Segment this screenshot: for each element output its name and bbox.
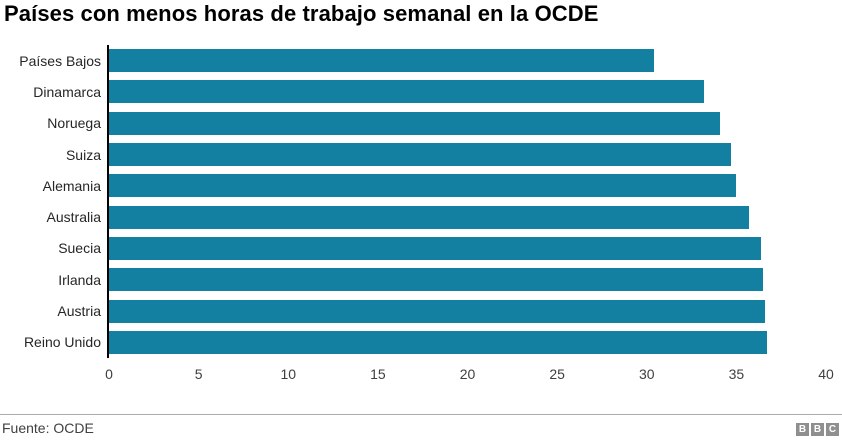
bar-row: Irlanda: [0, 264, 842, 295]
bar: [109, 49, 654, 73]
source-text: Fuente: OCDE: [2, 420, 94, 436]
bar-row: Austria: [0, 295, 842, 326]
bar: [109, 299, 766, 323]
x-tick-label: 20: [459, 366, 476, 382]
bar-track: [109, 330, 826, 354]
bar-track: [109, 49, 826, 73]
bar: [109, 143, 731, 167]
bar-track: [109, 111, 826, 135]
bars-container: Países Bajos Dinamarca Noruega Suiza Alemani…: [0, 45, 842, 358]
category-label: Alemania: [42, 177, 101, 194]
bbc-logo-block: B: [796, 423, 809, 436]
footer-divider: [0, 414, 842, 415]
bar: [109, 174, 737, 198]
bar-track: [109, 268, 826, 292]
x-tick-label: 15: [370, 366, 386, 382]
bar-row: Australia: [0, 201, 842, 232]
x-tick-label: 5: [194, 366, 203, 382]
x-tick-label: 10: [280, 366, 297, 382]
bbc-logo-block: B: [811, 423, 824, 436]
bar: [109, 268, 764, 292]
x-tick-label: 30: [638, 366, 655, 382]
category-label: Reino Unido: [23, 334, 101, 351]
bar: [109, 80, 705, 104]
chart-title: Países con menos horas de trabajo semana…: [4, 1, 599, 26]
x-axis-ticks: 0 5 10 15 20 25 30 35 40: [105, 366, 834, 384]
bar-track: [109, 174, 826, 198]
bar-row: Alemania: [0, 170, 842, 201]
x-tick-label: 40: [818, 366, 834, 382]
bar-row: Suecia: [0, 233, 842, 264]
bar: [109, 205, 749, 229]
x-tick-label: 35: [728, 366, 745, 382]
category-label: Noruega: [47, 115, 101, 132]
category-label: Suiza: [65, 146, 101, 163]
bar: [109, 330, 767, 354]
bar-row: Reino Unido: [0, 327, 842, 358]
bar-track: [109, 205, 826, 229]
category-label: Suecia: [58, 240, 101, 257]
bar-track: [109, 80, 826, 104]
category-label: Australia: [46, 209, 101, 226]
bar-track: [109, 299, 826, 323]
bar-row: Noruega: [0, 108, 842, 139]
category-label: Países Bajos: [19, 52, 101, 69]
category-label: Dinamarca: [33, 83, 101, 100]
y-axis-line: [107, 45, 109, 358]
bar: [109, 111, 721, 135]
bar-row: Dinamarca: [0, 76, 842, 107]
x-tick-label: 25: [549, 366, 565, 382]
bar-track: [109, 143, 826, 167]
category-label: Austria: [57, 303, 101, 320]
x-tick-label: 0: [105, 366, 113, 382]
bar-row: Suiza: [0, 139, 842, 170]
bar-row: Países Bajos: [0, 45, 842, 76]
bar: [109, 236, 762, 260]
bar-track: [109, 236, 826, 260]
category-label: Irlanda: [58, 271, 101, 288]
bbc-logo-block: C: [826, 423, 839, 436]
